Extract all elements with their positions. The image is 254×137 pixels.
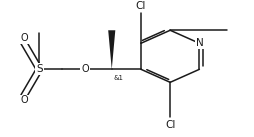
Text: Cl: Cl — [165, 120, 175, 130]
Text: O: O — [20, 95, 28, 105]
Text: O: O — [81, 64, 89, 74]
Text: N: N — [196, 38, 203, 48]
Text: O: O — [20, 33, 28, 43]
Text: Cl: Cl — [136, 1, 146, 11]
Text: &1: &1 — [113, 75, 123, 81]
Text: S: S — [36, 64, 43, 74]
Polygon shape — [108, 30, 115, 69]
